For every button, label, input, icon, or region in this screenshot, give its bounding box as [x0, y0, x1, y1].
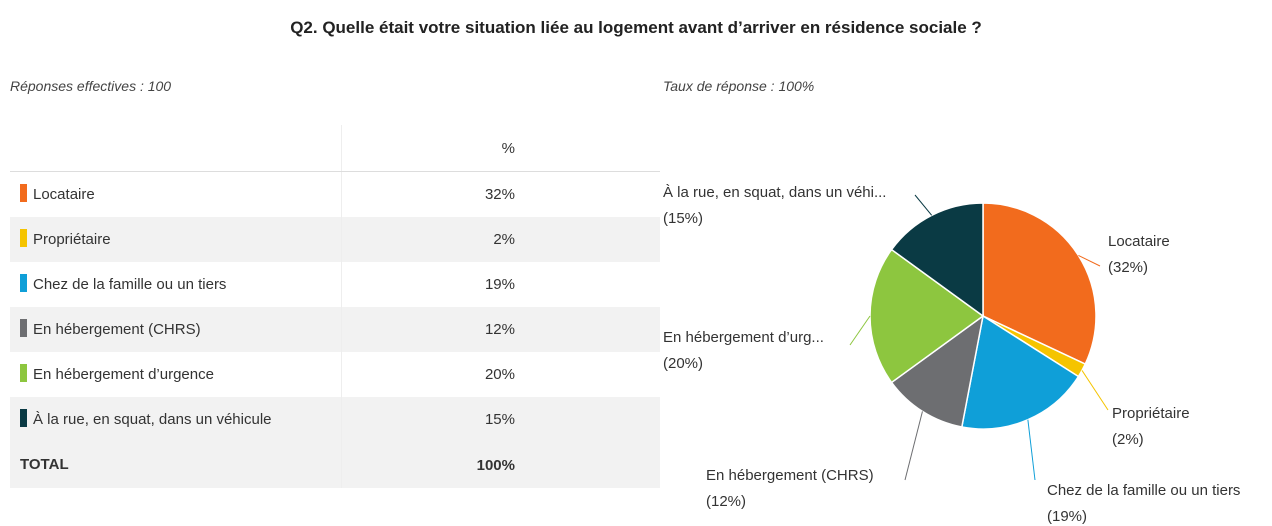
leader-line: [914, 194, 933, 216]
table-row: Chez de la famille ou un tiers 19%: [10, 262, 660, 307]
slice-value-label: (12%): [706, 493, 746, 510]
slice-value-label: (19%): [1047, 508, 1087, 525]
label-cell: À la rue, en squat, dans un véhicule: [10, 397, 343, 442]
slice-value-label: (32%): [1108, 259, 1148, 276]
label-cell: Locataire: [10, 171, 343, 217]
row-label: En hébergement (CHRS): [33, 320, 201, 338]
table-row: Locataire 32%: [10, 171, 660, 217]
slice-label: Chez de la famille ou un tiers: [1047, 482, 1240, 499]
table-row: À la rue, en squat, dans un véhicule 15%: [10, 397, 660, 442]
value-cell: 2%: [341, 217, 660, 262]
pie-slice: [890, 202, 984, 318]
label-cell: En hébergement d’urgence: [10, 352, 343, 397]
color-swatch: [20, 183, 27, 202]
leader-line: [1078, 255, 1101, 267]
slice-label: En hébergement d’urg...: [663, 329, 824, 346]
results-table: % Locataire 32% Propriétaire 2% Chez de la f…: [10, 125, 660, 488]
leader-line: [904, 411, 923, 481]
color-swatch: [20, 363, 27, 382]
row-label: À la rue, en squat, dans un véhicule: [33, 410, 272, 428]
slice-label: À la rue, en squat, dans un véhi...: [663, 184, 886, 201]
slice-value-label: (2%): [1112, 431, 1144, 448]
pie-slice: [890, 314, 985, 428]
header-cell: [10, 125, 343, 172]
table-row: Propriétaire 2%: [10, 217, 660, 262]
header-row: %: [10, 125, 660, 172]
row-label: En hébergement d’urgence: [33, 365, 214, 383]
value-cell: 20%: [484, 366, 515, 383]
row-label: Propriétaire: [33, 230, 111, 248]
row-label: Chez de la famille ou un tiers: [33, 275, 227, 293]
leader-line: [1027, 419, 1036, 481]
title: Q2. Quelle était votre situation liée au…: [290, 18, 982, 37]
total-label: TOTAL: [10, 442, 343, 488]
slice-label: Propriétaire: [1112, 405, 1190, 422]
pie-slice: [960, 314, 1080, 430]
total-value: 100%: [341, 442, 660, 488]
label-cell: Chez de la famille ou un tiers: [10, 262, 343, 307]
color-swatch: [20, 408, 27, 427]
value-cell: 19%: [484, 276, 515, 293]
label-cell: Propriétaire: [10, 217, 343, 262]
table-row: En hébergement (CHRS) 12%: [10, 307, 660, 352]
color-swatch: [20, 318, 27, 337]
slice-label: En hébergement (CHRS): [706, 467, 874, 484]
pie-slice: [869, 248, 985, 384]
value-cell: 12%: [341, 307, 660, 352]
total-row: TOTAL 100%: [10, 442, 660, 488]
label-cell: En hébergement (CHRS): [10, 307, 343, 352]
leader-line: [1081, 370, 1109, 411]
header-cell: %: [341, 125, 660, 172]
table-body: % Locataire 32% Propriétaire 2% Chez de la f…: [10, 125, 660, 488]
slice-value-label: (20%): [663, 355, 703, 372]
value-cell: 32%: [484, 186, 515, 203]
table-row: En hébergement d’urgence 20%: [10, 352, 660, 397]
response-rate: Taux de réponse : 100%: [663, 78, 815, 94]
slice-label: Locataire: [1108, 233, 1170, 250]
leader-line: [849, 315, 871, 346]
row-label: Locataire: [33, 185, 95, 203]
color-swatch: [20, 228, 27, 247]
responses: Réponses effectives : 100: [10, 78, 172, 94]
color-swatch: [20, 273, 27, 292]
value-cell: 15%: [341, 397, 660, 442]
slice-value-label: (15%): [663, 210, 703, 227]
